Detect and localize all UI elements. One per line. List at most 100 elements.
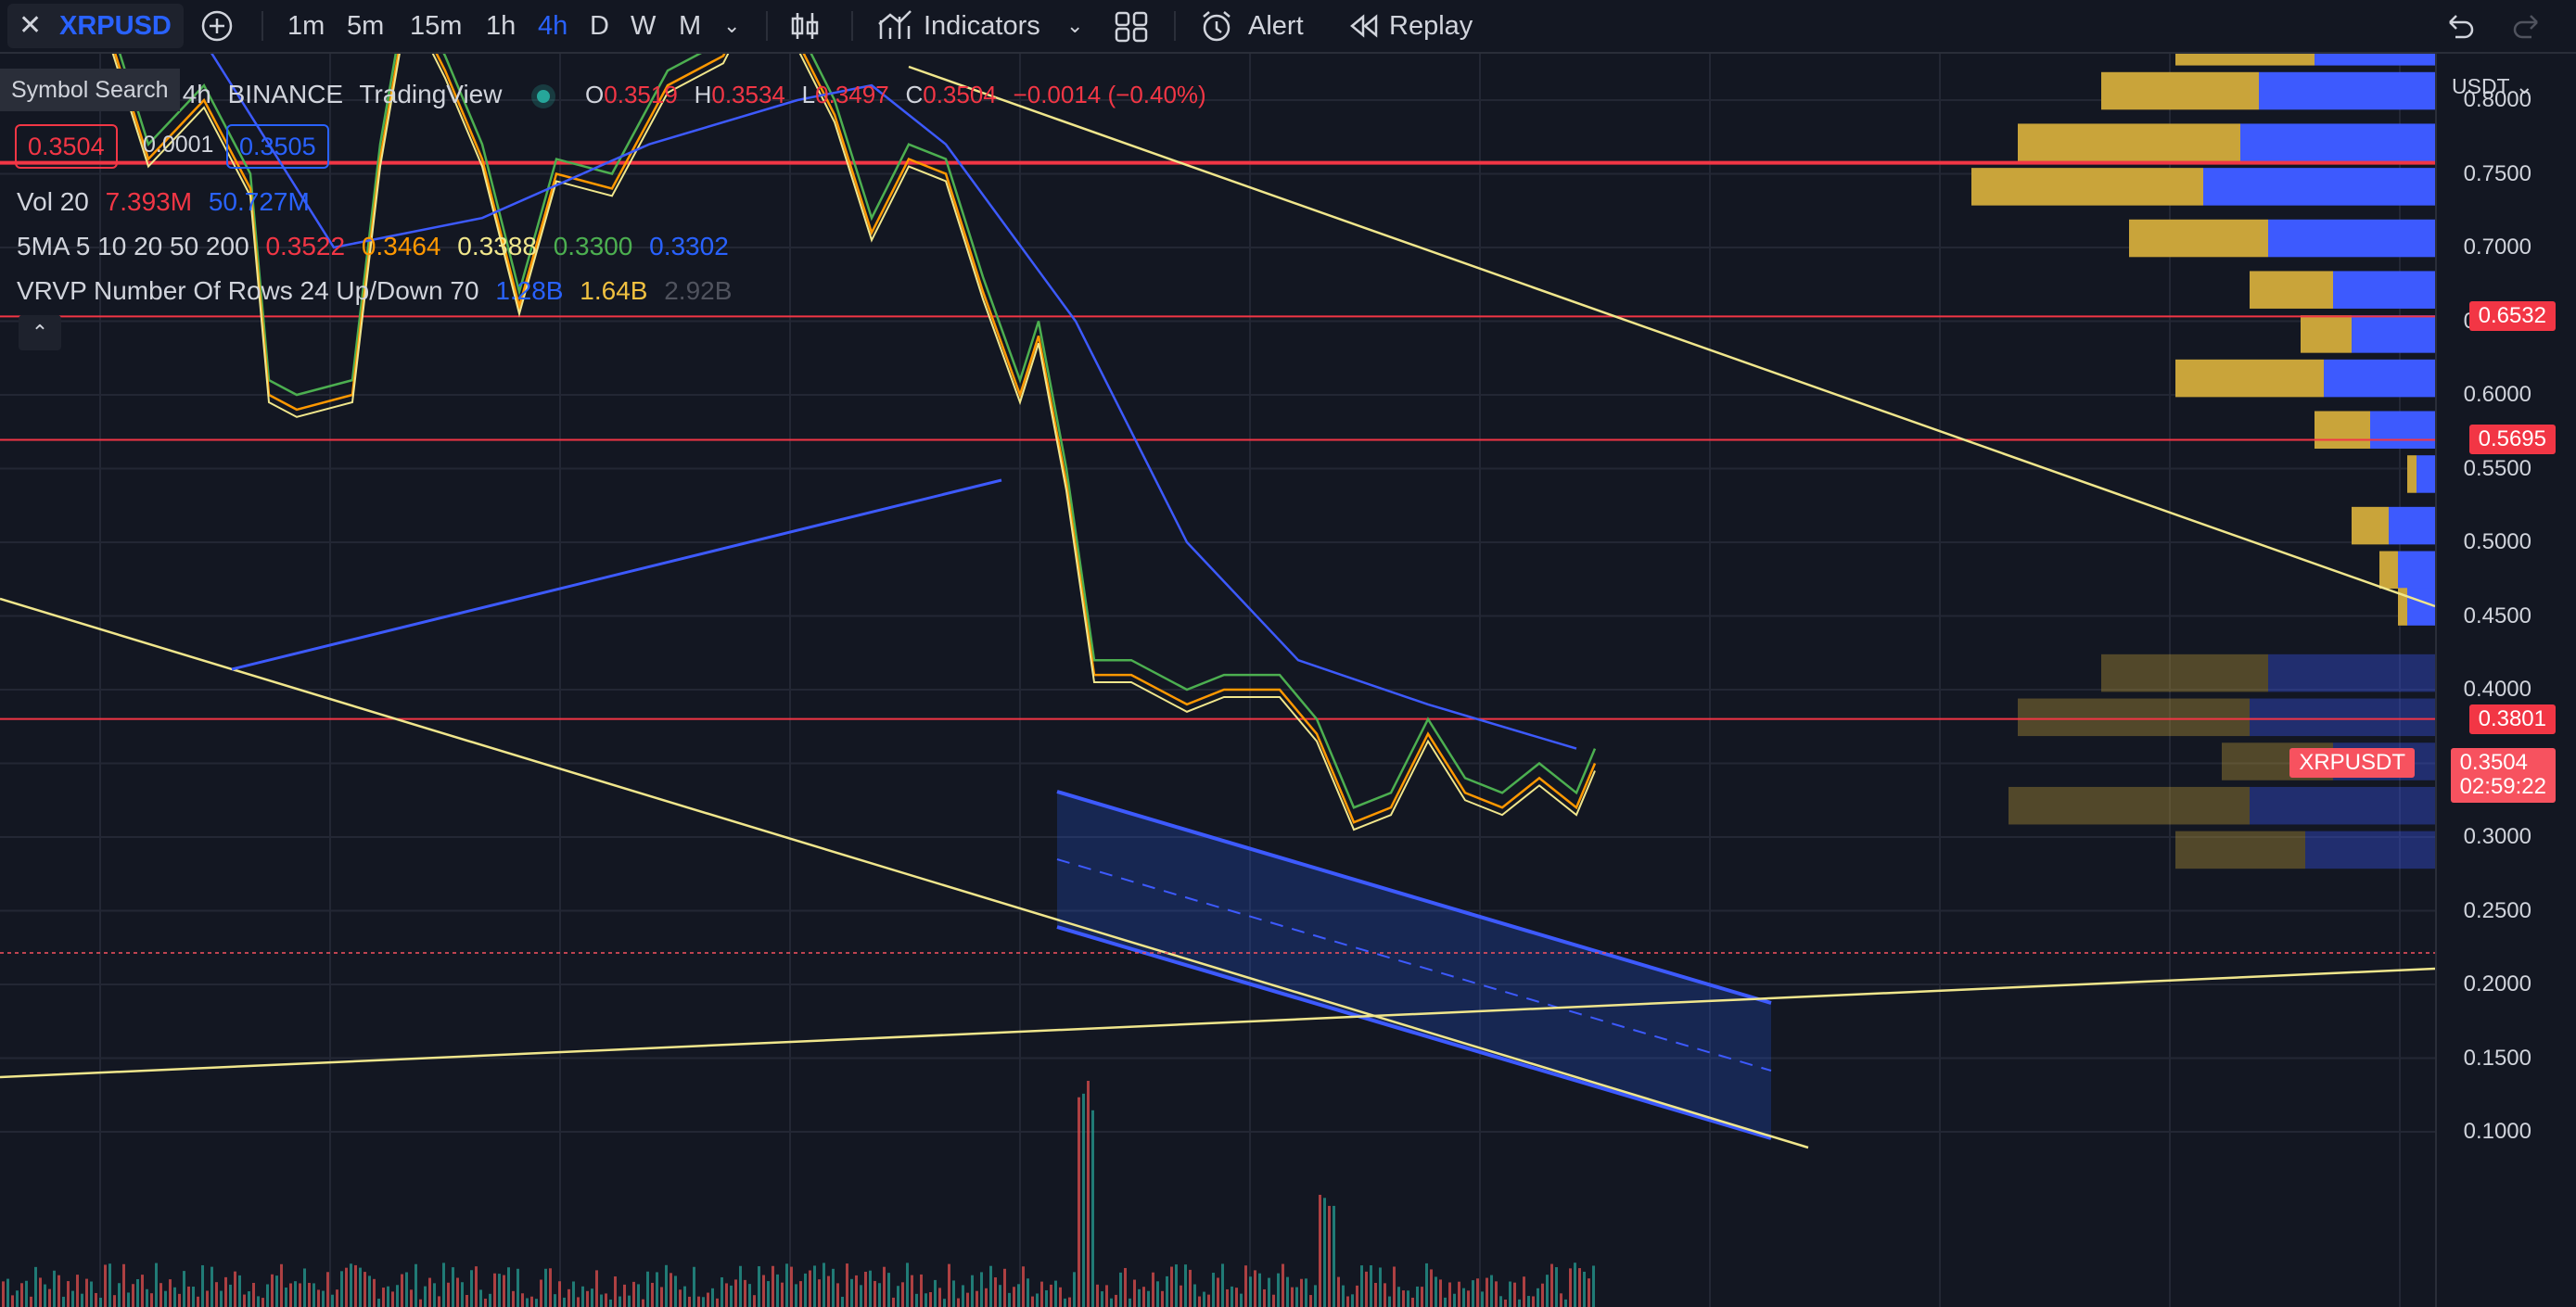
- volume-bar: [1314, 1285, 1317, 1307]
- volume-bar: [178, 1293, 181, 1307]
- volume-bar: [1110, 1298, 1113, 1307]
- volume-bar: [744, 1279, 746, 1307]
- timeframe-1m[interactable]: 1m: [287, 11, 325, 41]
- timeframe-m[interactable]: M: [679, 11, 702, 41]
- volume-bar: [526, 1298, 529, 1307]
- volume-bar: [489, 1293, 491, 1307]
- volume-legend[interactable]: Vol 20 7.393M 50.727M: [17, 187, 319, 217]
- chevron-down-icon[interactable]: ⌄: [723, 14, 741, 37]
- price-level-tag[interactable]: 0.6532: [2468, 301, 2556, 332]
- candlestick-icon[interactable]: [788, 0, 822, 52]
- price-tick-label: 0.5000: [2463, 529, 2531, 554]
- volume-bar: [493, 1273, 496, 1307]
- vp-up-bar: [2324, 359, 2435, 398]
- timeframe-1h[interactable]: 1h: [486, 11, 516, 41]
- ma200-line: [210, 54, 1577, 750]
- currency-selector[interactable]: USDT ⌄: [2452, 74, 2533, 98]
- symbol-search-box[interactable]: ✕ XRPUSD: [7, 4, 184, 48]
- volume-bar: [1592, 1265, 1595, 1307]
- ask-price-button[interactable]: 0.3505: [226, 124, 329, 169]
- volume-bar: [294, 1281, 297, 1307]
- volume-bar: [920, 1274, 923, 1307]
- volume-bar: [1397, 1287, 1400, 1307]
- replay-icon[interactable]: [1345, 0, 1382, 52]
- price-tick-label: 0.7500: [2463, 160, 2531, 186]
- volume-bar: [1402, 1290, 1405, 1307]
- legend-exchange[interactable]: BINANCE: [227, 80, 344, 108]
- price-tick-label: 0.1000: [2463, 1119, 2531, 1144]
- volume-bar: [1022, 1266, 1025, 1307]
- ma-legend[interactable]: 5MA 5 10 20 50 200 0.3522 0.3464 0.3388 …: [17, 232, 738, 261]
- replay-button[interactable]: Replay: [1389, 11, 1473, 41]
- last-price-tag[interactable]: 0.3504 02:59:22: [2450, 747, 2556, 803]
- volume-bar: [934, 1279, 937, 1307]
- vp-down-bar: [2175, 359, 2324, 398]
- indicators-button[interactable]: Indicators: [924, 11, 1040, 41]
- volume-bar: [1008, 1292, 1011, 1307]
- volume-bar: [1244, 1265, 1247, 1307]
- volume-bar: [716, 1298, 719, 1307]
- price-tick-label: 0.8000: [2463, 87, 2531, 112]
- price-level-tag[interactable]: 0.5695: [2468, 425, 2556, 455]
- volume-bar: [11, 1295, 14, 1307]
- volume-bar: [1152, 1272, 1154, 1307]
- volume-bar: [1184, 1264, 1187, 1307]
- close-icon[interactable]: ✕: [19, 10, 43, 41]
- volume-bar: [966, 1292, 969, 1307]
- volume-bar: [368, 1275, 371, 1307]
- price-chart[interactable]: [0, 54, 2576, 1307]
- legend-interval[interactable]: 4h: [182, 80, 211, 108]
- volume-bar: [1583, 1271, 1586, 1307]
- volume-bar: [1370, 1265, 1372, 1307]
- volume-bar: [544, 1268, 547, 1307]
- price-level-tag[interactable]: 0.3801: [2468, 704, 2556, 734]
- volume-bar: [1346, 1296, 1349, 1307]
- volume-bar: [1291, 1287, 1294, 1307]
- price-axis-border: [2435, 54, 2437, 1307]
- volume-bar: [1272, 1294, 1275, 1307]
- volume-bar: [48, 1288, 51, 1307]
- volume-bar: [1226, 1288, 1229, 1307]
- volume-histogram: [2, 1080, 1595, 1307]
- vp-up-bar: [2240, 123, 2435, 161]
- alert-button[interactable]: Alert: [1248, 11, 1304, 41]
- vp-down-bar: [2009, 786, 2250, 825]
- chevron-down-icon[interactable]: ⌄: [1066, 14, 1084, 37]
- timeframe-5m[interactable]: 5m: [347, 11, 385, 41]
- volume-bar: [1555, 1267, 1558, 1307]
- volume-bar: [670, 1273, 672, 1307]
- timeframe-d[interactable]: D: [590, 11, 609, 41]
- indicators-icon[interactable]: [875, 0, 912, 52]
- volume-bar: [299, 1283, 301, 1307]
- redo-icon[interactable]: [2509, 0, 2546, 52]
- volume-bar: [20, 1283, 23, 1307]
- volume-bar: [312, 1283, 315, 1307]
- volume-bar: [516, 1268, 519, 1307]
- volume-bar: [1518, 1299, 1521, 1307]
- symbol-name[interactable]: XRPUSD: [59, 11, 172, 41]
- volume-bar: [999, 1285, 1001, 1307]
- volume-bar: [373, 1278, 376, 1307]
- vrvp-legend[interactable]: VRVP Number Of Rows 24 Up/Down 70 1.28B …: [17, 276, 741, 306]
- alarm-clock-icon[interactable]: [1198, 0, 1235, 52]
- timeframe-w[interactable]: W: [631, 11, 657, 41]
- add-symbol-icon[interactable]: [198, 0, 236, 52]
- legend-source[interactable]: TradingView: [359, 80, 503, 108]
- volume-bar: [1388, 1296, 1391, 1307]
- vp-up-bar: [2398, 551, 2435, 590]
- volume-bar: [707, 1292, 709, 1307]
- timeframe-4h[interactable]: 4h: [538, 11, 568, 41]
- bid-price-button[interactable]: 0.3504: [15, 124, 118, 169]
- timeframe-15m[interactable]: 15m: [410, 11, 463, 41]
- volume-bar: [1170, 1266, 1173, 1307]
- volume-bar: [938, 1288, 941, 1307]
- undo-icon[interactable]: [2441, 0, 2478, 52]
- volume-bar: [980, 1272, 983, 1307]
- volume-bar: [308, 1282, 311, 1307]
- volume-bar: [150, 1293, 153, 1307]
- volume-bar: [1115, 1294, 1117, 1307]
- volume-bar: [81, 1293, 83, 1307]
- layout-grid-icon[interactable]: [1113, 0, 1150, 52]
- collapse-legend-chevron-up-icon[interactable]: ⌃: [19, 315, 61, 350]
- volume-bar: [248, 1291, 250, 1307]
